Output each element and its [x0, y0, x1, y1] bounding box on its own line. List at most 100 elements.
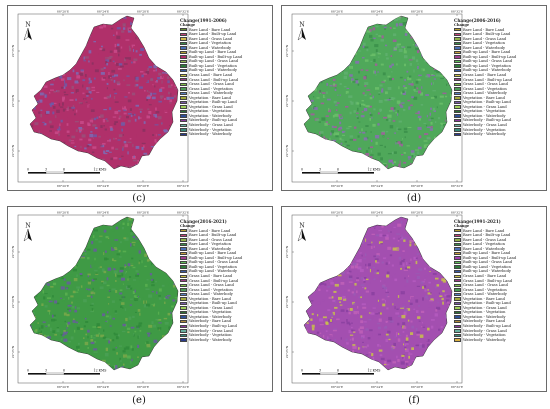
legend-label: Vegetation - Bare Land [189, 296, 231, 301]
legend-rows: Bare Land - Bare Land Bare Land - Built-u… [180, 28, 270, 137]
legend-subtitle: Change [454, 23, 470, 27]
legend-swatch [180, 329, 187, 333]
legend-item: Vegetation - Grass Land [180, 105, 270, 110]
legend-label: Grass Land - Vegetation [463, 287, 507, 292]
legend-swatch [454, 324, 461, 328]
map-panel-f: 88°20'E 88°20'E 88°24'E 88°24'E 88°28'E 88°28… [281, 206, 547, 392]
legend-item: Built-up Land - Grass Land [454, 59, 544, 64]
legend-item: Waterbody - Grass Land [454, 123, 544, 128]
legend-label: Grass Land - Grass Land [463, 82, 508, 87]
lon-tick-label: 88°32'E [451, 10, 463, 14]
legend-swatch [180, 96, 187, 100]
legend-label: Vegetation - Built-up Land [189, 100, 237, 105]
legend-item: Built-up Land - Vegetation [180, 265, 270, 270]
legend-swatch [180, 128, 187, 132]
legend-item: Bare Land - Grass Land [454, 37, 544, 42]
legend-label: Vegetation - Waterbody [189, 314, 232, 319]
legend-swatch [180, 338, 187, 342]
legend-item: Waterbody - Waterbody [180, 132, 270, 137]
lat-tick-label: 22°35'N [285, 245, 289, 258]
legend-item: Waterbody - Vegetation [180, 333, 270, 338]
legend-label: Built-up Land - Bare Land [189, 50, 237, 55]
legend-item: Bare Land - Bare Land [180, 229, 270, 234]
legend-swatch [454, 301, 461, 306]
legend-label: Waterbody - Vegetation [463, 127, 506, 132]
legend-swatch [454, 128, 461, 132]
lon-tick-label: 88°24'E [371, 211, 383, 215]
scale-tick-label: 3 [45, 369, 47, 373]
legend-item: Vegetation - Built-up Land [454, 100, 544, 105]
legend-item: Grass Land - Vegetation [454, 87, 544, 92]
legend-label: Bare Land - Vegetation [189, 242, 231, 247]
legend-item: Bare Land - Waterbody [454, 247, 544, 252]
legend-label: Grass Land - Grass Land [189, 82, 234, 87]
legend-rows: Bare Land - Bare Land Bare Land - Built-u… [454, 229, 544, 343]
legend-label: Grass Land - Vegetation [189, 287, 233, 292]
legend-item: Grass Land - Waterbody [180, 91, 270, 96]
legend-item: Grass Land - Waterbody [454, 91, 544, 96]
legend-swatch [454, 338, 461, 342]
legend-item: Waterbody - Grass Land [454, 329, 544, 334]
legend: Change(2016-2021) Change Bare Land - Bar… [180, 219, 270, 342]
legend-swatch [180, 59, 187, 64]
scale-tick-label: 0 [27, 369, 29, 373]
legend-item: Bare Land - Built-up Land [454, 32, 544, 37]
legend-swatch [180, 242, 187, 247]
legend-label: Grass Land - Waterbody [189, 292, 233, 297]
panel-caption: (f) [408, 395, 420, 406]
legend-item: Vegetation - Waterbody [454, 114, 544, 119]
legend-label: Waterbody - Vegetation [463, 333, 506, 338]
legend-item: Bare Land - Grass Land [180, 37, 270, 42]
legend-swatch [454, 37, 461, 41]
legend-item: Waterbody - Grass Land [180, 329, 270, 334]
legend-label: Vegetation - Bare Land [463, 95, 505, 100]
legend-swatch [180, 132, 187, 137]
legend-item: Bare Land - Vegetation [180, 242, 270, 247]
map-canvas: 88°20'E 88°20'E 88°24'E 88°24'E 88°28'E 88°28… [11, 10, 189, 189]
legend-label: Waterbody - Grass Land [463, 328, 507, 333]
legend-item: Waterbody - Built-up Land [180, 324, 270, 329]
legend-label: Built-up Land - Vegetation [189, 264, 237, 269]
legend-label: Grass Land - Built-up Land [463, 278, 513, 283]
lat-tick-label: 22°25'N [285, 144, 289, 157]
legend-swatch [454, 100, 461, 105]
legend-label: Bare Land - Bare Land [189, 228, 231, 233]
legend-item: Built-up Land - Vegetation [454, 64, 544, 69]
legend-label: Built-up Land - Grass Land [189, 260, 239, 265]
legend-swatch [454, 233, 461, 238]
legend-item: Built-up Land - Waterbody [180, 68, 270, 73]
legend-swatch [454, 59, 461, 64]
legend-label: Vegetation - Bare Land [189, 95, 231, 100]
legend-item: Bare Land - Vegetation [454, 41, 544, 46]
legend-swatch [454, 265, 461, 269]
legend-label: Bare Land - Bare Land [463, 228, 505, 233]
legend-label: Waterbody - Waterbody [463, 337, 506, 342]
legend-label: Grass Land - Bare Land [189, 273, 233, 278]
legend-label: Waterbody - Bare Land [463, 319, 506, 324]
legend-label: Built-up Land - Vegetation [463, 264, 511, 269]
legend-swatch [454, 292, 461, 297]
legend-swatch [180, 315, 187, 319]
legend-item: Vegetation - Bare Land [454, 297, 544, 302]
legend-item: Vegetation - Waterbody [180, 315, 270, 320]
legend-title: Change(1991-2006) [180, 18, 227, 23]
legend-item: Vegetation - Grass Land [454, 105, 544, 110]
legend-item: Built-up Land - Vegetation [454, 265, 544, 270]
lon-tick-label: 88°32'E [177, 211, 189, 215]
map-canvas: 88°20'E 88°20'E 88°24'E 88°24'E 88°28'E 88°28… [285, 211, 463, 390]
legend-swatch [180, 270, 187, 274]
legend-label: Vegetation - Bare Land [463, 296, 505, 301]
scale-tick-label: 6 [337, 168, 339, 172]
map-panel-d: 88°20'E 88°20'E 88°24'E 88°24'E 88°28'E 88°28… [281, 5, 547, 191]
legend-item: Waterbody - Built-up Land [454, 324, 544, 329]
legend-swatch [180, 279, 187, 283]
legend-swatch [454, 73, 461, 77]
legend-item: Grass Land - Waterbody [454, 292, 544, 297]
legend-swatch [180, 288, 187, 292]
legend-item: Bare Land - Bare Land [180, 28, 270, 33]
legend-label: Waterbody - Built-up Land [463, 118, 511, 123]
legend-item: Built-up Land - Bare Land [454, 251, 544, 256]
legend-label: Vegetation - Vegetation [463, 310, 506, 315]
lon-tick-label: 88°20'E [331, 211, 343, 215]
legend-item: Bare Land - Vegetation [180, 41, 270, 46]
